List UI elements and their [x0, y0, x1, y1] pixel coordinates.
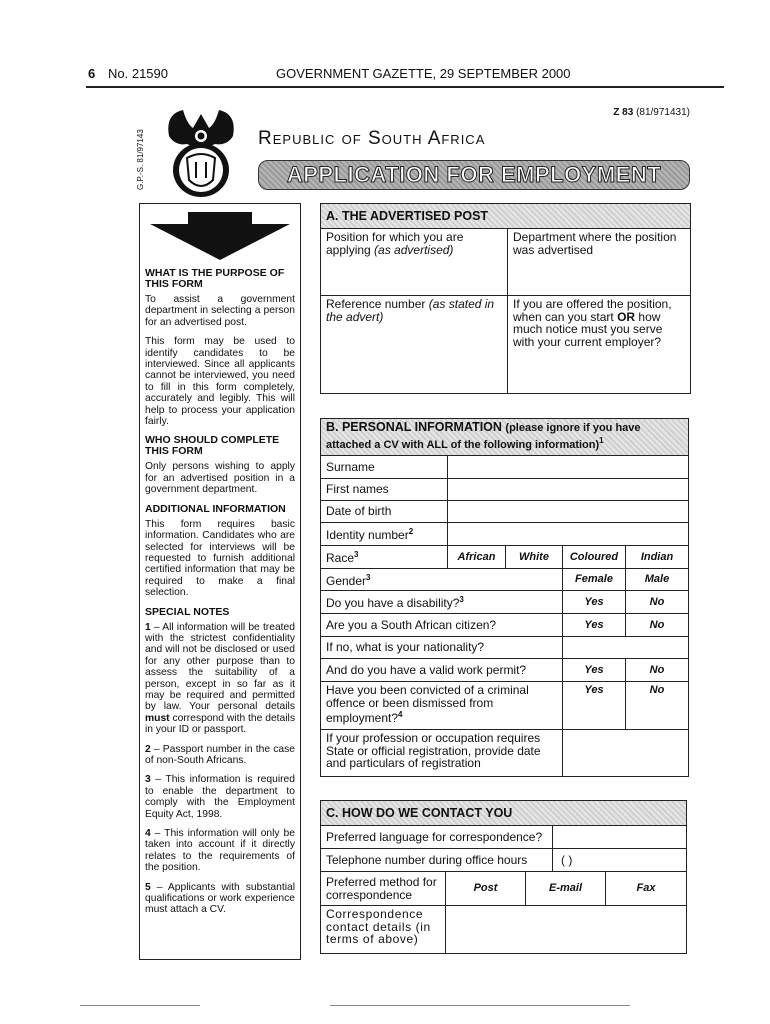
registration-label: If your profession or occupation require…: [320, 729, 563, 777]
footer-rule: [80, 1005, 200, 1006]
form-reference: Z 83 (81/971431): [613, 107, 690, 118]
country-title: Republic of South Africa: [258, 128, 486, 149]
disability-yes[interactable]: Yes: [562, 590, 626, 614]
disability-label: Do you have a disability?3: [320, 590, 563, 614]
telephone-label: Telephone number during office hours: [320, 848, 553, 872]
paragraph: Only persons wishing to apply for an adv…: [145, 461, 295, 496]
surname-input[interactable]: [446, 455, 690, 479]
section-a-header: A. THE ADVERTISED POST: [320, 203, 691, 229]
note-5: 5 – Applicants with substantial qualific…: [145, 881, 295, 916]
telephone-input[interactable]: ( ): [552, 848, 687, 872]
paragraph: This form may be used to identify candid…: [145, 336, 295, 428]
notice-field[interactable]: If you are offered the position, when ca…: [507, 295, 691, 394]
section-c-table: C. HOW DO WE CONTACT YOU Preferred langu…: [320, 800, 687, 954]
method-email[interactable]: E-mail: [525, 871, 606, 906]
id-input[interactable]: [446, 522, 690, 546]
method-post[interactable]: Post: [445, 871, 526, 906]
gender-label: Gender3: [320, 568, 563, 591]
footer-rule: [330, 1005, 630, 1006]
arrow-down-icon: [150, 212, 290, 260]
form-title: APPLICATION FOR EMPLOYMENT: [258, 160, 690, 190]
permit-label: And do you have a valid work permit?: [320, 658, 563, 682]
method-fax[interactable]: Fax: [605, 871, 687, 906]
details-label: Correspondence contact details (in terms…: [320, 905, 446, 954]
note-1: 1 – All information will be treated with…: [145, 621, 295, 736]
department-field[interactable]: Department where the position was advert…: [507, 228, 691, 296]
convicted-yes[interactable]: Yes: [562, 681, 626, 730]
gender-male[interactable]: Male: [624, 568, 690, 591]
section-a-table: A. THE ADVERTISED POST Position for whic…: [320, 203, 691, 394]
gps-code: G.P.-S. 81/97143: [136, 129, 145, 190]
position-field[interactable]: Position for which you are applying (as …: [320, 228, 508, 296]
citizen-no[interactable]: No: [624, 613, 690, 637]
language-label: Preferred language for correspondence?: [320, 825, 553, 849]
registration-input[interactable]: [561, 729, 690, 777]
language-input[interactable]: [552, 825, 687, 849]
paragraph: To assist a government department in sel…: [145, 294, 295, 328]
dob-label: Date of birth: [320, 500, 448, 523]
race-indian[interactable]: Indian: [624, 545, 690, 569]
race-label: Race3: [320, 545, 448, 569]
surname-label: Surname: [320, 455, 448, 479]
section-b-header: B. PERSONAL INFORMATION (please ignore i…: [319, 418, 690, 456]
heading: WHAT IS THE PURPOSE OF THIS FORM: [145, 267, 285, 290]
details-input[interactable]: [445, 905, 687, 954]
issue-number: No. 21590: [108, 66, 168, 81]
heading: ADDITIONAL INFORMATION: [145, 502, 286, 515]
instructions-panel: WHAT IS THE PURPOSE OF THIS FORM To assi…: [139, 203, 301, 960]
nationality-label: If no, what is your nationality?: [320, 636, 563, 659]
convicted-no[interactable]: No: [624, 681, 690, 730]
permit-no[interactable]: No: [624, 658, 690, 682]
coat-of-arms-icon: [168, 110, 234, 197]
race-white[interactable]: White: [505, 545, 563, 569]
nationality-input[interactable]: [561, 636, 690, 659]
note-3: 3 – This information is required to enab…: [145, 774, 295, 820]
citizen-yes[interactable]: Yes: [562, 613, 626, 637]
paragraph: This form requires basic information. Ca…: [145, 518, 295, 599]
race-african[interactable]: African: [447, 545, 506, 569]
header-rule: [86, 86, 724, 88]
first-names-input[interactable]: [446, 478, 690, 501]
permit-yes[interactable]: Yes: [562, 658, 626, 682]
id-label: Identity number2: [320, 522, 448, 546]
section-b-table: B. PERSONAL INFORMATION (please ignore i…: [319, 418, 690, 777]
disability-no[interactable]: No: [624, 590, 690, 614]
dob-input[interactable]: [446, 500, 690, 523]
reference-field[interactable]: Reference number (as stated in the adver…: [320, 295, 508, 394]
note-4: 4 – This information will only be taken …: [145, 828, 295, 874]
gazette-title: GOVERNMENT GAZETTE, 29 SEPTEMBER 2000: [276, 66, 571, 81]
section-c-header: C. HOW DO WE CONTACT YOU: [320, 800, 687, 826]
note-2: 2 – Passport number in the case of non-S…: [145, 743, 295, 766]
convicted-label: Have you been convicted of a criminal of…: [320, 681, 563, 730]
citizen-label: Are you a South African citizen?: [320, 613, 563, 637]
heading: SPECIAL NOTES: [145, 605, 230, 618]
page-number: 6: [88, 66, 96, 81]
first-names-label: First names: [320, 478, 448, 501]
gender-female[interactable]: Female: [562, 568, 626, 591]
race-coloured[interactable]: Coloured: [562, 545, 626, 569]
heading: WHO SHOULD COMPLETE THIS FORM: [145, 434, 280, 458]
method-label: Preferred method for correspondence: [320, 871, 446, 906]
